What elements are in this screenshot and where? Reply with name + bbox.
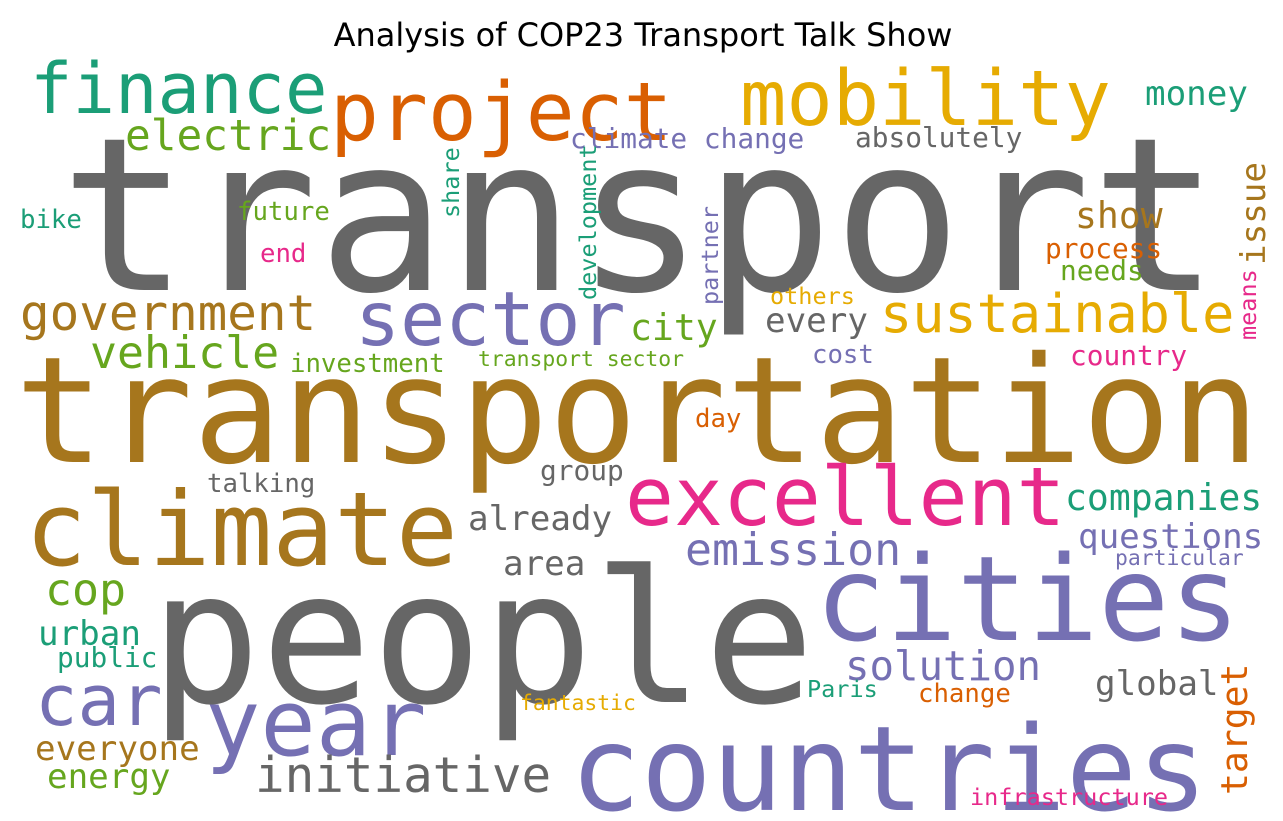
word: money	[1145, 74, 1248, 114]
word: others	[770, 282, 855, 310]
word: emission	[685, 523, 901, 576]
word: day	[695, 404, 741, 434]
word: global	[1095, 664, 1219, 704]
word: means	[1234, 269, 1262, 340]
word: transport	[60, 92, 1220, 341]
word: questions	[1078, 517, 1263, 557]
word: fantastic	[520, 691, 636, 716]
word: climate change	[570, 122, 804, 155]
word: people	[150, 532, 815, 746]
word: government	[20, 284, 316, 342]
word: cities	[815, 531, 1240, 668]
word: finance	[30, 47, 328, 130]
word: car	[35, 659, 163, 742]
word: issue	[1234, 162, 1274, 265]
word: investment	[290, 349, 445, 379]
word: urban	[38, 614, 141, 654]
word: sustainable	[880, 282, 1234, 345]
word: future	[237, 197, 330, 227]
word: climate	[25, 471, 458, 590]
word: countries	[570, 701, 1208, 821]
word: companies	[1065, 476, 1262, 519]
word: everyone	[35, 729, 200, 769]
word: public	[57, 641, 157, 674]
word: initiative	[255, 746, 551, 804]
word: process	[1045, 232, 1162, 265]
word: cop	[45, 563, 126, 616]
word: year	[205, 670, 427, 777]
word: country	[1070, 339, 1187, 372]
word: Paris	[807, 675, 878, 703]
word: show	[1075, 194, 1163, 237]
word: absolutely	[855, 121, 1022, 154]
word: cost	[812, 340, 874, 370]
word: transport sector	[478, 347, 684, 372]
word: infrastructure	[970, 783, 1168, 811]
word: target	[1213, 664, 1256, 795]
chart-title: Analysis of COP23 Transport Talk Show	[334, 16, 953, 54]
word: talking	[207, 469, 315, 499]
word: sector	[355, 275, 626, 363]
word: needs	[1060, 254, 1144, 287]
word: partner	[696, 206, 724, 305]
word: electric	[125, 111, 331, 161]
word: bike	[20, 205, 82, 235]
word: group	[540, 454, 624, 487]
word: share	[437, 147, 465, 218]
word: already	[468, 499, 612, 539]
word: change	[918, 679, 1011, 709]
word: mobility	[740, 55, 1111, 144]
word: particular	[1115, 546, 1244, 571]
word: end	[260, 239, 306, 269]
word: project	[330, 66, 673, 160]
word: vehicle	[90, 326, 279, 379]
word: development	[574, 144, 602, 300]
word: energy	[47, 757, 171, 797]
word: city	[630, 306, 718, 349]
word: excellent	[625, 451, 1066, 545]
word: area	[503, 544, 585, 584]
word: solution	[845, 642, 1041, 690]
word: transportation	[15, 325, 1260, 497]
word: every	[765, 301, 868, 341]
